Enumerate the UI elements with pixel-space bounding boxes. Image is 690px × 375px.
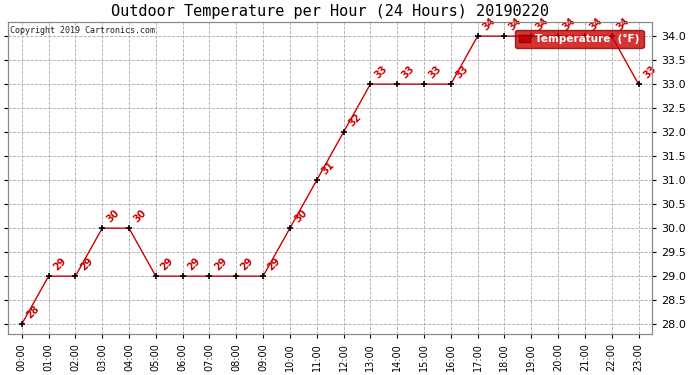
Text: 29: 29 — [239, 256, 256, 273]
Text: 29: 29 — [78, 256, 95, 273]
Text: 34: 34 — [534, 16, 551, 33]
Text: Copyright 2019 Cartronics.com: Copyright 2019 Cartronics.com — [10, 26, 155, 35]
Text: 29: 29 — [213, 256, 229, 273]
Text: 29: 29 — [186, 256, 202, 273]
Text: 29: 29 — [51, 256, 68, 273]
Text: 33: 33 — [400, 64, 417, 81]
Text: 32: 32 — [346, 112, 363, 129]
Text: 33: 33 — [453, 64, 470, 81]
Text: 29: 29 — [159, 256, 175, 273]
Title: Outdoor Temperature per Hour (24 Hours) 20190220: Outdoor Temperature per Hour (24 Hours) … — [111, 4, 549, 19]
Text: 29: 29 — [266, 256, 282, 273]
Text: 33: 33 — [373, 64, 390, 81]
Text: 34: 34 — [480, 16, 497, 33]
Text: 34: 34 — [507, 16, 524, 33]
Text: 31: 31 — [319, 160, 336, 177]
Text: 30: 30 — [293, 208, 309, 225]
Text: 30: 30 — [132, 208, 148, 225]
Text: 28: 28 — [25, 304, 41, 321]
Text: 33: 33 — [641, 64, 658, 81]
Text: 34: 34 — [615, 16, 631, 33]
Text: 30: 30 — [105, 208, 121, 225]
Text: 33: 33 — [427, 64, 444, 81]
Legend: Temperature  (°F): Temperature (°F) — [515, 30, 644, 48]
Text: 34: 34 — [588, 16, 604, 33]
Text: 34: 34 — [561, 16, 578, 33]
